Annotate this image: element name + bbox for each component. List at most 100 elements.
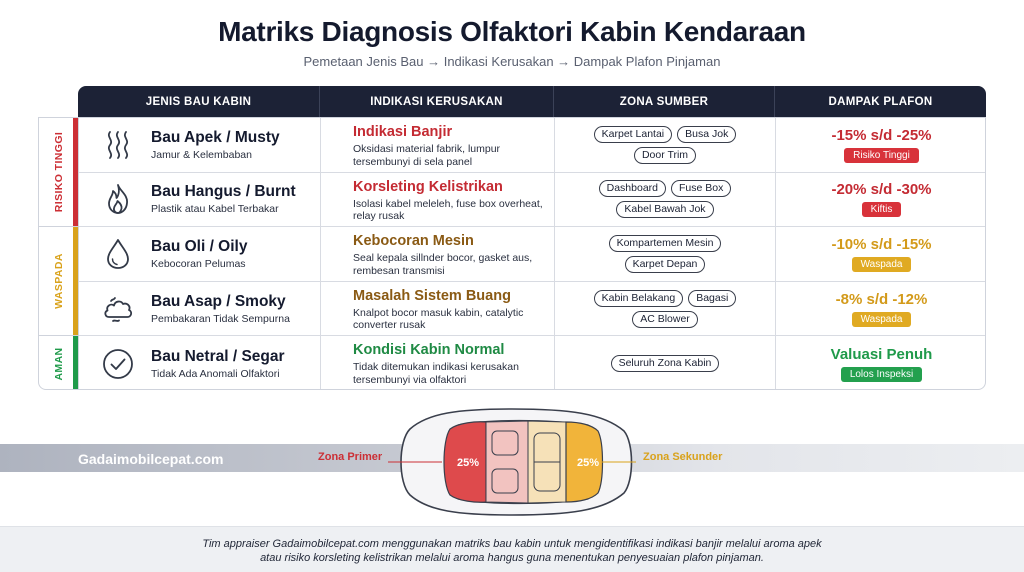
indication-description: Tidak ditemukan indikasi kerusakan terse… [353,361,519,386]
indication-title: Kondisi Kabin Normal [353,342,505,359]
smell-description: Jamur & Kelembaban [151,148,252,161]
impact-value: Valuasi Penuh [830,345,933,363]
table-header: JENIS BAU KABIN INDIKASI KERUSAKAN ZONA … [78,86,986,117]
table-row: Bau Apek / Musty Jamur & Kelembaban Indi… [79,118,985,173]
status-badge: Risiko Tinggi [844,147,919,163]
zone-pill: Busa Jok [677,125,737,143]
zone-pill: Dashboard [598,180,666,198]
zone-pill: Kabin Belakang [593,289,684,307]
risk-group-label: WASPADA [52,253,65,310]
zone-pill: AC Blower [632,310,698,328]
primary-zone-percentage: 25% [457,457,479,469]
zone-pill: Fuse Box [671,180,732,198]
smell-cell: Bau Netral / Segar Tidak Ada Anomali Olf… [79,336,321,389]
zone-cell: Karpet Lantai Busa Jok Door Trim [555,118,776,172]
page-title: Matriks Diagnosis Olfaktori Kabin Kendar… [218,16,806,47]
table-body: RISIKO TINGGI WASPADA AMAN [38,117,986,390]
smell-description: Pembakaran Tidak Sempurna [151,312,290,325]
impact-value: -20% s/d -30% [831,181,932,199]
zone-pill: Kompartemen Mesin [608,234,722,252]
primary-zone-area [443,421,487,503]
indication-title: Masalah Sistem Buang [353,287,511,304]
impact-value: -15% s/d -25% [831,126,932,144]
footer-line: atau risiko korsleting kelistrikan melal… [260,552,764,564]
status-badge: Waspada [851,311,912,327]
indication-title: Kebocoran Mesin [353,233,474,250]
zone-pill: Karpet Lantai [593,125,673,143]
column-header-impact: DAMPAK PLAFON [828,95,933,108]
indication-cell: Indikasi Banjir Oksidasi material fabrik… [321,118,555,172]
risk-group-label: AMAN [52,347,65,381]
impact-cell: Valuasi Penuh Lolos Inspeksi [776,336,985,389]
flame-icon [108,184,128,215]
column-header-smell: JENIS BAU KABIN [78,86,320,117]
zone-cell: Dashboard Fuse Box Kabel Bawah Jok [555,172,776,227]
smell-cell: Bau Oli / Oily Kebocoran Pelumas [79,227,321,281]
indication-cell: Kebocoran Mesin Seal kepala sillnder boc… [321,227,555,281]
smoke-cloud-icon [104,296,133,322]
zone-pill: Kabel Bawah Jok [616,201,714,219]
smell-name: Bau Netral / Segar [151,347,285,365]
risk-bar [73,227,78,336]
footer-line: Tim appraiser Gadaimobilcepat.com menggu… [202,538,822,550]
impact-cell: -20% s/d -30% Kiftis [776,173,985,227]
primary-zone-label: Zona Primer [318,451,383,463]
risk-group-high: RISIKO TINGGI [39,118,79,228]
risk-bar [73,336,78,389]
diagnosis-matrix: JENIS BAU KABIN INDIKASI KERUSAKAN ZONA … [38,86,986,390]
car-zone-diagram: 25% 25% [388,408,636,516]
smell-name: Bau Hangus / Burnt [151,183,296,201]
column-header-indication: INDIKASI KERUSAKAN [320,86,554,117]
impact-cell: -8% s/d -12% Waspada [776,282,985,336]
column-header-zone: ZONA SUMBER [554,86,775,117]
indication-description: Seal kepala sillnder bocor, gasket aus, … [353,252,533,277]
indication-cell: Masalah Sistem Buang Knalpot bocor masuk… [321,281,555,336]
secondary-zone-percentage: 25% [577,457,599,469]
status-badge: Lolos Inspeksi [840,366,923,382]
smell-description: Tidak Ada Anomali Olfaktori [151,367,280,380]
zone-cell: Kabin Belakang Bagasi AC Blower [555,281,776,336]
smell-cell: Bau Hangus / Burnt Plastik atau Kabel Te… [79,172,321,227]
smell-name: Bau Apek / Musty [151,128,280,146]
smell-description: Kebocoran Pelumas [151,257,246,270]
secondary-zone-label: Zona Sekunder [643,451,723,463]
indication-title: Indikasi Banjir [353,124,453,140]
footer-note: Tim appraiser Gadaimobilcepat.com menggu… [0,526,1024,572]
indication-description: Oksidasi material fabrik, lumpur tersemb… [353,143,501,168]
smell-name: Bau Asap / Smoky [151,292,286,310]
table-row: Bau Asap / Smoky Pembakaran Tidak Sempur… [79,281,985,337]
risk-group-caution: WASPADA [39,227,79,337]
smell-description: Plastik atau Kabel Terbakar [151,203,279,216]
wavy-lines-icon [107,130,129,159]
brand-label: Gadaimobilcepat.com [78,451,224,467]
indication-title: Korsleting Kelistrikan [353,178,503,195]
zone-cell: Kompartemen Mesin Karpet Depan [555,227,776,281]
oil-drop-icon [107,239,129,269]
impact-value: -8% s/d -12% [835,290,928,308]
smell-cell: Bau Apek / Musty Jamur & Kelembaban [79,118,321,172]
table-row: Bau Netral / Segar Tidak Ada Anomali Olf… [79,336,985,389]
impact-cell: -10% s/d -15% Waspada [776,227,985,281]
risk-group-safe: AMAN [39,336,79,389]
secondary-zone-area [565,421,604,503]
risk-bar [73,118,78,227]
check-circle-icon [103,348,133,379]
table-row: Bau Hangus / Burnt Plastik atau Kabel Te… [79,172,985,228]
page-subtitle: Pemetaan Jenis Bau → Indikasi Kerusakan … [303,54,721,69]
indication-cell: Kondisi Kabin Normal Tidak ditemukan ind… [321,336,555,389]
zone-pill: Bagasi [688,289,737,307]
status-badge: Kiftis [861,202,902,218]
impact-cell: -15% s/d -25% Risiko Tinggi [776,118,985,172]
indication-description: Isolasi kabel meleleh, fuse box overheat… [353,197,543,223]
indication-cell: Korsleting Kelistrikan Isolasi kabel mel… [321,172,555,227]
zone-cell: Seluruh Zona Kabin [555,336,776,389]
indication-description: Knalpot bocor masuk kabin, catalytic con… [353,306,524,332]
seat-outlines [491,430,561,494]
impact-value: -10% s/d -15% [831,235,932,253]
smell-name: Bau Oli / Oily [151,237,248,255]
zone-pill: Seluruh Zona Kabin [610,355,720,373]
risk-group-label: RISIKO TINGGI [52,131,65,213]
smell-cell: Bau Asap / Smoky Pembakaran Tidak Sempur… [79,281,321,336]
status-badge: Waspada [851,256,912,272]
zone-pill: Door Trim [633,146,697,164]
